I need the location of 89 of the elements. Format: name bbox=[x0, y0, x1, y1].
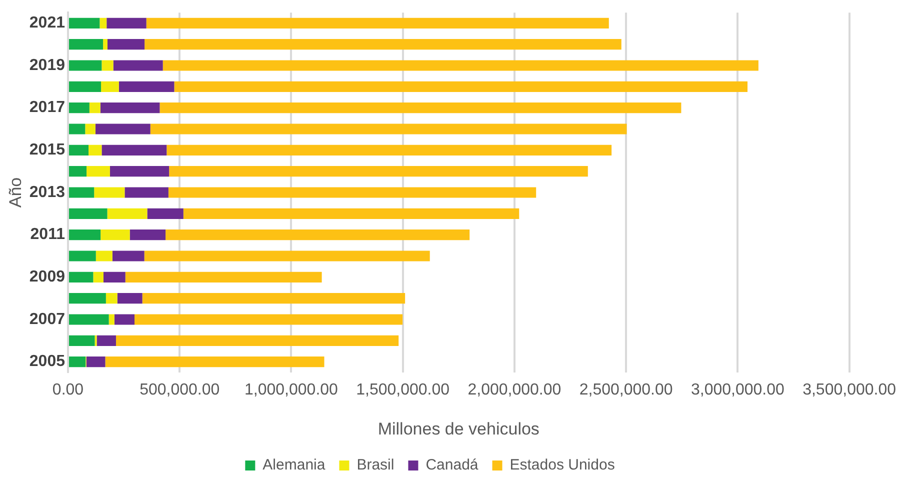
bar bbox=[94, 187, 125, 198]
bar bbox=[144, 39, 622, 50]
y-tick-label: 2017 bbox=[29, 99, 66, 116]
bar bbox=[68, 144, 89, 156]
bar bbox=[100, 230, 130, 240]
legend-label: Brasil bbox=[356, 456, 394, 474]
bar bbox=[100, 102, 160, 114]
bar bbox=[146, 18, 609, 28]
x-tick-label: 3,500,000.00 bbox=[802, 381, 896, 398]
bar bbox=[108, 39, 145, 50]
bar bbox=[108, 314, 114, 325]
bar bbox=[110, 166, 170, 177]
bar bbox=[174, 81, 748, 92]
bar bbox=[183, 208, 520, 219]
bar bbox=[68, 335, 95, 346]
bar bbox=[88, 144, 102, 156]
bar bbox=[150, 124, 627, 134]
x-tick-label: 1,500,000.00 bbox=[356, 381, 450, 398]
y-axis-title: Año bbox=[6, 177, 25, 208]
y-tick-label: 2011 bbox=[30, 226, 66, 244]
bar bbox=[102, 144, 167, 156]
y-tick-label: 2021 bbox=[29, 14, 66, 32]
bar bbox=[166, 144, 612, 156]
bar bbox=[116, 335, 399, 346]
bar bbox=[113, 60, 163, 71]
legend-label: Estados Unidos bbox=[510, 456, 615, 474]
bar bbox=[68, 208, 108, 219]
x-tick-label: 0.00 bbox=[52, 381, 84, 398]
bar bbox=[96, 335, 116, 346]
bar bbox=[107, 208, 148, 219]
bar bbox=[160, 102, 682, 114]
bar bbox=[147, 208, 184, 219]
bar bbox=[106, 18, 146, 28]
x-tick-label: 2,000,000.00 bbox=[468, 381, 562, 398]
bar bbox=[85, 124, 96, 134]
bar bbox=[101, 81, 119, 92]
bar bbox=[130, 230, 166, 240]
x-tick-label: 500,000.00 bbox=[140, 381, 220, 398]
bar bbox=[68, 272, 94, 282]
bar bbox=[89, 102, 100, 114]
bar bbox=[68, 314, 109, 325]
bar bbox=[96, 250, 112, 262]
y-tick-label: 2019 bbox=[29, 56, 66, 74]
y-tick-label: 2005 bbox=[29, 353, 66, 370]
bar bbox=[86, 166, 110, 177]
bar bbox=[86, 356, 106, 368]
bar bbox=[68, 124, 86, 134]
bar bbox=[68, 356, 86, 368]
x-tick-label: 3,000,000.00 bbox=[690, 381, 784, 398]
bar bbox=[68, 81, 102, 92]
bar bbox=[68, 18, 100, 28]
x-axis-title: Millones de vehiculos bbox=[378, 419, 540, 438]
bar bbox=[112, 250, 144, 262]
bar bbox=[105, 356, 324, 368]
bar bbox=[102, 60, 114, 71]
bar bbox=[95, 124, 150, 134]
legend-label: Canadá bbox=[426, 456, 479, 474]
bar bbox=[68, 39, 104, 50]
bar bbox=[125, 272, 322, 282]
bar bbox=[114, 314, 135, 325]
bar bbox=[134, 314, 403, 325]
y-tick-label: 2009 bbox=[29, 268, 66, 286]
bar bbox=[103, 39, 108, 50]
bar bbox=[103, 272, 126, 282]
y-tick-label: 2013 bbox=[29, 184, 66, 201]
bar bbox=[68, 250, 96, 262]
bar bbox=[117, 293, 142, 304]
bar bbox=[68, 293, 106, 304]
bar bbox=[162, 60, 758, 71]
bar bbox=[68, 166, 87, 177]
bar bbox=[68, 187, 94, 198]
x-tick-label: 1,000,000.00 bbox=[244, 381, 338, 398]
y-tick-label: 2007 bbox=[29, 310, 66, 328]
bar bbox=[168, 187, 536, 198]
bar bbox=[166, 230, 470, 240]
bar bbox=[144, 250, 430, 262]
bar bbox=[118, 81, 174, 92]
bar bbox=[68, 60, 102, 71]
bar bbox=[124, 187, 168, 198]
bar bbox=[142, 293, 406, 304]
bar bbox=[106, 293, 118, 304]
legend-label: Alemania bbox=[262, 456, 326, 474]
bar bbox=[100, 18, 107, 28]
bar bbox=[93, 272, 104, 282]
bar bbox=[68, 102, 90, 114]
x-tick-label: 2,500,000.00 bbox=[579, 381, 673, 398]
bar bbox=[169, 166, 588, 177]
y-tick-label: 2015 bbox=[29, 142, 66, 159]
bar bbox=[68, 230, 101, 240]
